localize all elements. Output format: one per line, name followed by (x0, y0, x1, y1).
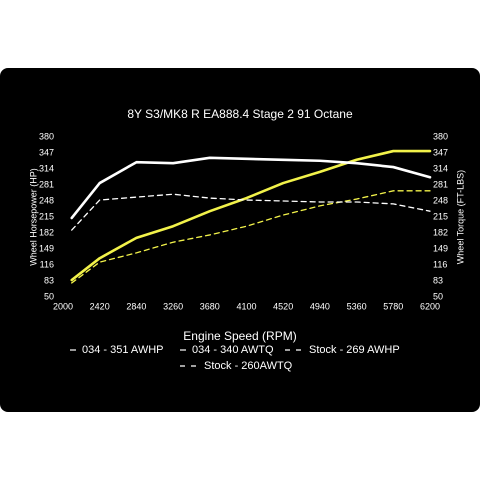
y-axis-label: Wheel Horsepower (HP) (28, 168, 38, 266)
chart-title: 8Y S3/MK8 R EA888.4 Stage 2 91 Octane (127, 107, 353, 121)
y-tick-label: 215 (39, 211, 54, 221)
y2-tick-label: 149 (433, 243, 448, 253)
y-tick-label: 248 (39, 195, 54, 205)
y2-tick-label: 380 (433, 131, 448, 141)
legend-label: Stock - 260AWTQ (204, 360, 293, 372)
y2-tick-label: 314 (433, 163, 448, 173)
x-tick-label: 4940 (310, 301, 330, 311)
x-tick-label: 5780 (383, 301, 403, 311)
x-tick-label: 2420 (90, 301, 110, 311)
x-tick-label: 4520 (273, 301, 293, 311)
series-line (70, 156, 432, 220)
y-tick-label: 182 (39, 227, 54, 237)
y2-tick-label: 281 (433, 179, 448, 189)
x-tick-label: 2840 (126, 301, 146, 311)
y-tick-label: 116 (40, 259, 54, 269)
legend-label: 034 - 340 AWTQ (192, 344, 274, 356)
y2-axis-label: Wheel Torque (FT-LBS) (455, 170, 465, 264)
legend-label: Stock - 269 AWHP (309, 344, 400, 356)
y-tick-label: 149 (39, 243, 54, 253)
x-tick-label: 4100 (236, 301, 256, 311)
x-tick-label: 2000 (53, 301, 73, 311)
y-tick-label: 380 (39, 131, 54, 141)
x-tick-label: 5360 (347, 301, 367, 311)
y-tick-label: 50 (44, 291, 54, 301)
y2-tick-label: 347 (433, 147, 448, 157)
series-line (70, 149, 432, 282)
y2-tick-label: 248 (433, 195, 448, 205)
background (0, 68, 480, 412)
x-tick-label: 6200 (420, 301, 440, 311)
y2-tick-label: 182 (433, 227, 448, 237)
series-line (71, 193, 431, 231)
y-tick-label: 347 (39, 147, 54, 157)
y2-tick-label: 50 (433, 291, 443, 301)
y-tick-label: 83 (44, 275, 54, 285)
legend-label: 034 - 351 AWHP (82, 344, 164, 356)
y2-tick-label: 116 (433, 259, 447, 269)
y2-tick-label: 83 (433, 275, 443, 285)
y2-tick-label: 215 (433, 211, 448, 221)
x-tick-label: 3260 (163, 301, 183, 311)
x-tick-label: 3680 (200, 301, 220, 311)
y-tick-label: 314 (39, 163, 54, 173)
x-axis-label: Engine Speed (RPM) (183, 329, 296, 343)
y-tick-label: 281 (39, 179, 54, 189)
